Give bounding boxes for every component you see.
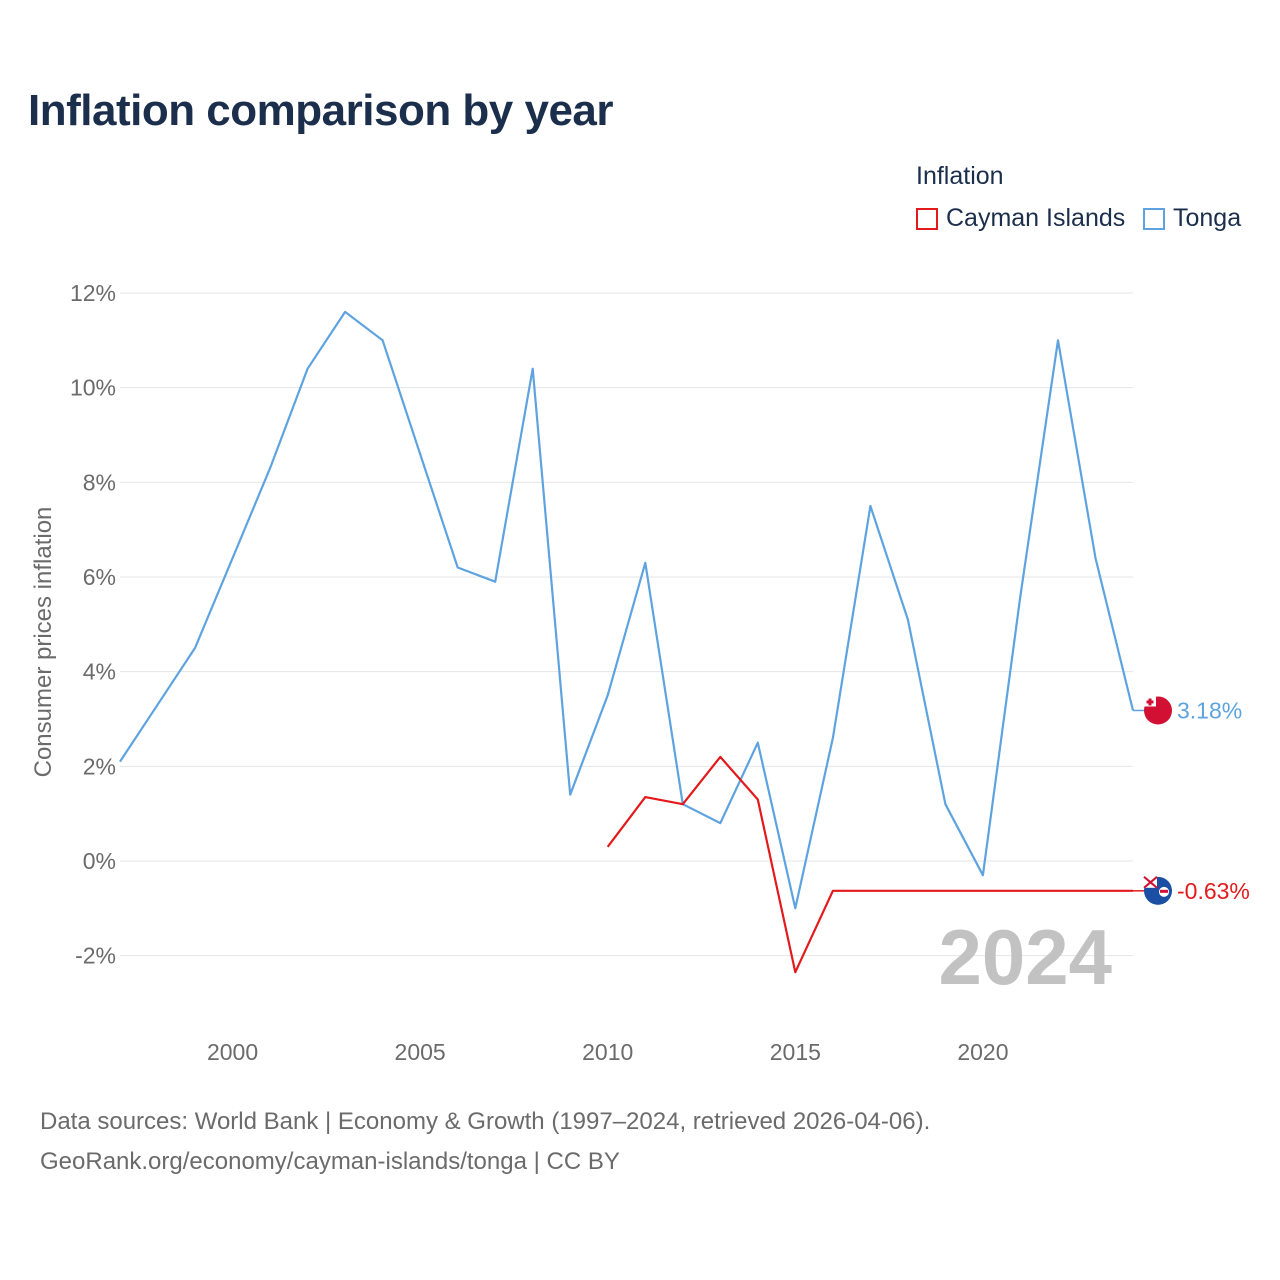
legend-item-cayman-islands[interactable]: Cayman Islands: [916, 204, 1125, 233]
flag-cross-h: [1146, 700, 1154, 704]
y-tick-label: -2%: [75, 943, 116, 969]
series-line-cayman-islands: [606, 755, 1133, 974]
x-tick-label: 2010: [582, 1039, 633, 1065]
x-tick-label: 2015: [770, 1039, 821, 1065]
x-tick-label: 2000: [207, 1039, 258, 1065]
legend-swatch-tonga: [1143, 207, 1165, 230]
y-tick-label: 0%: [83, 848, 116, 874]
series-layer: [119, 310, 1135, 974]
footer-source: Data sources: World Bank | Economy & Gro…: [40, 1108, 931, 1135]
legend-swatch-cayman-islands: [916, 207, 938, 230]
year-watermark: 2024: [938, 913, 1112, 1001]
flag-saltire: [1143, 876, 1158, 889]
y-tick-label: 4%: [83, 659, 116, 685]
chart-title: Inflation comparison by year: [28, 86, 614, 135]
y-tick-label: 2%: [83, 753, 116, 779]
end-value-label-tonga: 3.18%: [1177, 697, 1242, 723]
legend-label-cayman-islands: Cayman Islands: [946, 204, 1126, 232]
y-axis-ticks: -2% 0% 2% 4% 6% 8% 10% 12%: [70, 280, 116, 969]
y-tick-label: 12%: [70, 280, 116, 306]
tonga-flag-icon: [1144, 696, 1172, 725]
x-tick-label: 2020: [957, 1039, 1008, 1065]
cayman-islands-flag-icon: [1143, 876, 1172, 905]
gridlines: [120, 292, 1133, 957]
end-value-label-cayman-islands: -0.63%: [1177, 878, 1250, 904]
y-tick-label: 10%: [70, 375, 116, 401]
end-markers: 3.18% -0.63%: [1133, 696, 1250, 905]
legend-label-tonga: Tonga: [1173, 204, 1242, 232]
flag-shield-band: [1160, 889, 1168, 893]
y-tick-label: 8%: [83, 469, 116, 495]
series-line-tonga: [119, 310, 1135, 910]
y-axis-label: Consumer prices inflation: [30, 507, 57, 778]
y-tick-label: 6%: [83, 564, 116, 590]
footer-attribution: GeoRank.org/economy/cayman-islands/tonga…: [40, 1148, 620, 1175]
legend-title: Inflation: [916, 162, 1004, 190]
x-axis-ticks: 2000 2005 2010 2015 2020: [207, 1039, 1009, 1065]
x-tick-label: 2005: [395, 1039, 446, 1065]
legend-item-tonga[interactable]: Tonga: [1143, 204, 1241, 233]
